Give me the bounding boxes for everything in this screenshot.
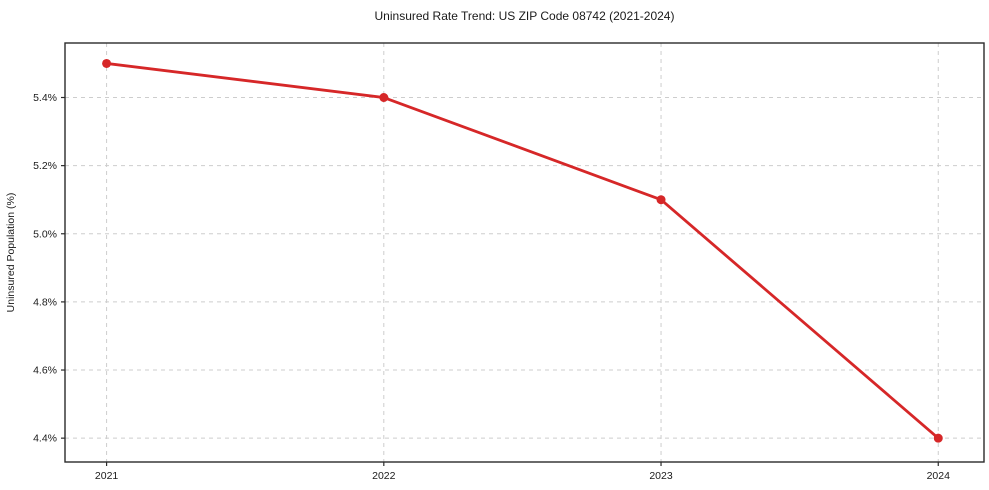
y-axis-label: Uninsured Population (%) xyxy=(5,193,17,313)
x-tick-label: 2021 xyxy=(95,470,119,482)
y-tick-label: 5.0% xyxy=(33,228,57,240)
gridlines xyxy=(65,43,984,462)
data-point-marker xyxy=(933,433,943,443)
tick-marks xyxy=(61,96,939,466)
plot-border xyxy=(64,42,985,463)
data-series xyxy=(102,58,943,443)
y-tick-label: 5.2% xyxy=(33,160,57,172)
data-point-marker xyxy=(656,195,666,205)
x-tick-label: 2024 xyxy=(927,470,951,482)
y-tick-label: 5.4% xyxy=(33,92,57,104)
chart-title: Uninsured Rate Trend: US ZIP Code 08742 … xyxy=(375,9,675,23)
trend-line xyxy=(105,62,940,440)
y-tick-label: 4.6% xyxy=(33,365,57,377)
data-point-marker xyxy=(379,93,389,103)
y-tick-label: 4.8% xyxy=(33,296,57,308)
y-tick-label: 4.4% xyxy=(33,433,57,445)
x-axis-tick-labels: 2021 2022 2023 2024 xyxy=(95,470,950,482)
x-tick-label: 2022 xyxy=(372,470,396,482)
data-point-marker xyxy=(102,58,112,68)
y-axis-tick-labels: 4.4% 4.6% 4.8% 5.0% 5.2% 5.4% xyxy=(33,92,57,445)
x-tick-label: 2023 xyxy=(649,470,673,482)
